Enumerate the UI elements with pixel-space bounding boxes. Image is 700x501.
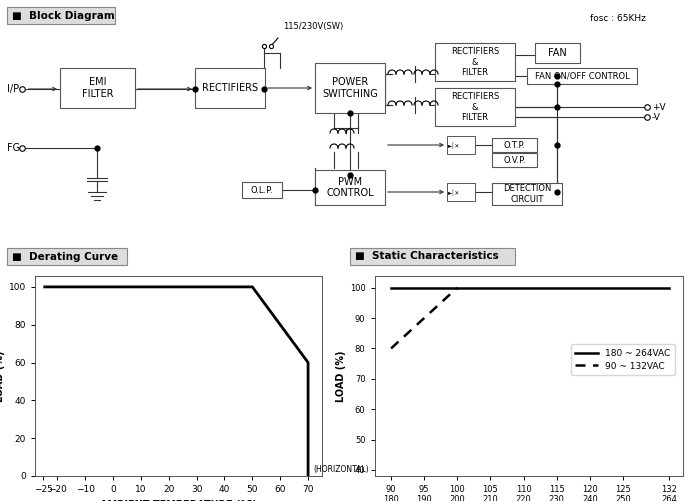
Bar [527,68,637,84]
Bar [7,7,115,24]
Text: FAN: FAN [548,48,567,58]
Text: ►│✕: ►│✕ [448,188,460,195]
Legend: 180 ~ 264VAC, 90 ~ 132VAC: 180 ~ 264VAC, 90 ~ 132VAC [570,344,675,375]
Text: +V: +V [652,103,666,112]
Bar [242,182,282,198]
Text: ■  Derating Curve: ■ Derating Curve [12,252,118,262]
Bar [7,248,127,265]
Bar [315,170,385,205]
Line: 90 ~ 132VAC: 90 ~ 132VAC [391,288,457,348]
Text: ■  Block Diagram: ■ Block Diagram [12,11,115,21]
Bar [350,248,515,265]
Text: -V: -V [652,113,661,122]
Text: O.V.P.: O.V.P. [503,155,526,164]
Text: FAN ON/OFF CONTROL: FAN ON/OFF CONTROL [535,72,629,81]
Text: RECTIFIERS
&
FILTER: RECTIFIERS & FILTER [451,47,499,77]
90 ~ 132VAC [387,345,395,351]
Bar [492,183,562,205]
Text: PWM
CONTROL: PWM CONTROL [326,177,374,198]
Text: EMI
FILTER: EMI FILTER [82,77,113,99]
Text: I/P: I/P [7,84,19,94]
Bar [60,68,135,108]
Bar [447,136,475,154]
Bar [447,183,475,201]
Text: ►│✕: ►│✕ [448,141,460,149]
Text: (HORIZONTAL): (HORIZONTAL) [314,465,370,474]
Bar [535,43,580,63]
Text: O.T.P.: O.T.P. [503,140,526,149]
90 ~ 132VAC [453,285,461,291]
Text: DETECTION
CIRCUIT: DETECTION CIRCUIT [503,184,551,204]
Bar [492,153,537,167]
X-axis label: AMBIENT TEMPERATURE (°C): AMBIENT TEMPERATURE (°C) [100,499,257,501]
Text: RECTIFIERS: RECTIFIERS [202,83,258,93]
Text: POWER
SWITCHING: POWER SWITCHING [322,77,378,99]
Text: O.L.P.: O.L.P. [251,185,273,194]
Text: FG: FG [7,143,20,153]
Y-axis label: LOAD (%): LOAD (%) [0,350,5,401]
Bar [435,88,515,126]
Text: 115/230V(SW): 115/230V(SW) [283,22,343,31]
Text: RECTIFIERS
&
FILTER: RECTIFIERS & FILTER [451,92,499,122]
Y-axis label: LOAD (%): LOAD (%) [335,350,346,401]
Bar [195,68,265,108]
Text: fosc : 65KHz: fosc : 65KHz [590,14,646,23]
Bar [315,63,385,113]
Bar [435,43,515,81]
Bar [492,138,537,152]
Text: ■  Static Characteristics: ■ Static Characteristics [355,252,498,262]
